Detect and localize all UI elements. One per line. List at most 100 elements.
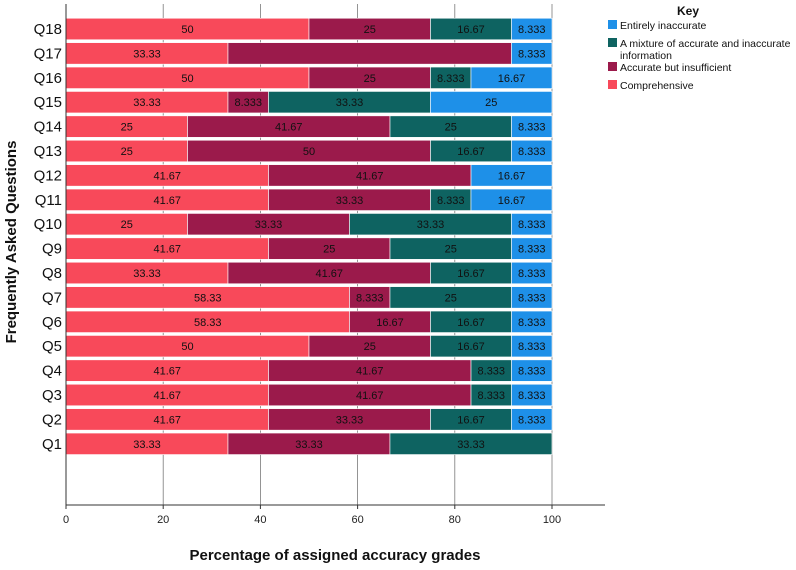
x-tick-label: 60: [351, 514, 363, 526]
category-tick-label: Q18: [34, 21, 62, 38]
data-label: 8.333: [518, 219, 546, 231]
data-label: 33.33: [417, 219, 445, 231]
category-tick-label: Q16: [34, 70, 62, 87]
data-label: 41.67: [356, 390, 384, 402]
data-label: 33.33: [133, 97, 161, 109]
bar-segment: [470, 66, 553, 89]
data-label: 16.67: [457, 146, 485, 158]
data-label: 16.67: [376, 317, 404, 329]
data-label: 8.333: [518, 292, 546, 304]
category-tick-label: Q2: [42, 411, 62, 428]
data-label: 41.67: [275, 122, 303, 134]
data-label: 16.67: [457, 24, 485, 36]
bar-segment: [511, 261, 553, 285]
data-label: 25: [121, 122, 133, 134]
data-label: 8.333: [518, 366, 546, 378]
data-label: 8.333: [478, 366, 506, 378]
category-tick-label: Q15: [34, 94, 62, 111]
data-label: 25: [445, 244, 457, 256]
data-label: 50: [181, 341, 193, 353]
data-label: 8.333: [437, 73, 465, 85]
data-label: 50: [181, 73, 193, 85]
data-label: 25: [364, 341, 376, 353]
category-tick-label: Q6: [42, 314, 62, 331]
bar-segment: [511, 17, 553, 41]
data-label: 33.33: [133, 439, 161, 451]
data-label: 58.33: [194, 317, 222, 329]
data-label: 8.333: [518, 317, 546, 329]
data-label: 33.33: [255, 219, 283, 231]
data-label: 58.33: [194, 292, 222, 304]
legend-swatch: [608, 62, 617, 71]
bar-segment: [511, 139, 553, 163]
legend-title: Key: [677, 4, 699, 18]
data-label: 41.67: [153, 414, 181, 426]
bar-segment: [389, 432, 553, 455]
data-label: 8.333: [478, 390, 506, 402]
data-label: 8.333: [234, 97, 262, 109]
x-tick-label: 20: [157, 514, 169, 526]
bar-segment: [511, 42, 553, 65]
category-tick-label: Q10: [34, 216, 62, 233]
axes: Q1 Q2 Q3 Q4 Q5 Q6 Q7 Q8 Q9 Q10 Q11 Q12 Q13 Q14 Q15 Q16 Q…: [34, 4, 605, 526]
bar-segment: [430, 91, 553, 114]
data-label: 16.67: [457, 317, 485, 329]
category-tick-label: Q5: [42, 338, 62, 355]
data-label: 25: [121, 146, 133, 158]
data-label: 16.67: [457, 341, 485, 353]
category-tick-label: Q11: [35, 192, 62, 209]
bars: 33.33 33.33 33.33 41.67 33.33 16.67 8.333 41.67…: [65, 17, 553, 455]
legend-swatch: [608, 80, 617, 89]
data-label: 41.67: [153, 390, 181, 402]
data-label: 16.67: [498, 195, 526, 207]
x-tick-label: 40: [254, 514, 266, 526]
legend-swatch: [608, 38, 617, 47]
category-tick-label: Q3: [42, 387, 62, 404]
x-tick-label: 80: [449, 514, 461, 526]
bar-segment: [227, 42, 512, 65]
data-label: 8.333: [518, 414, 546, 426]
data-label: 25: [445, 122, 457, 134]
data-label: 8.333: [356, 292, 384, 304]
bar-segment: [470, 164, 553, 187]
data-label: 50: [181, 24, 193, 36]
legend-label: Accurate but insufficient: [620, 62, 731, 74]
x-axis-title: Percentage of assigned accuracy grades: [190, 547, 481, 564]
legend: Key Entirely inaccurate A mixture of accu…: [608, 4, 791, 92]
data-label: 8.333: [518, 24, 546, 36]
bar-segment: [511, 237, 553, 260]
category-tick-label: Q7: [42, 289, 62, 306]
data-label: 8.333: [518, 244, 546, 256]
data-label: 8.333: [518, 146, 546, 158]
legend-label: A mixture of accurate and inaccurate: [620, 38, 791, 50]
data-label: 33.33: [295, 439, 323, 451]
data-label: 16.67: [457, 268, 485, 280]
data-label: 25: [323, 244, 335, 256]
legend-swatch: [608, 20, 617, 29]
data-label: 41.67: [153, 366, 181, 378]
data-label: 25: [364, 73, 376, 85]
data-label: 41.67: [153, 195, 181, 207]
data-label: 8.333: [518, 341, 546, 353]
data-label: 25: [121, 219, 133, 231]
bar-segment: [511, 383, 553, 407]
category-tick-label: Q13: [34, 143, 62, 160]
data-label: 41.67: [356, 170, 384, 182]
data-label: 25: [485, 97, 497, 109]
x-tick-label: 100: [543, 514, 561, 526]
data-label: 16.67: [457, 414, 485, 426]
legend-label: information: [620, 50, 672, 62]
data-label: 8.333: [437, 195, 465, 207]
data-label: 8.333: [518, 390, 546, 402]
data-label: 16.67: [498, 73, 526, 85]
category-tick-label: Q4: [42, 363, 62, 380]
data-label: 25: [445, 292, 457, 304]
data-label: 33.33: [133, 48, 161, 60]
category-tick-label: Q1: [42, 436, 62, 453]
data-label: 16.67: [498, 170, 526, 182]
data-label: 33.33: [336, 195, 364, 207]
data-label: 41.67: [356, 366, 384, 378]
data-label: 41.67: [315, 268, 343, 280]
bar-segment: [511, 408, 553, 431]
